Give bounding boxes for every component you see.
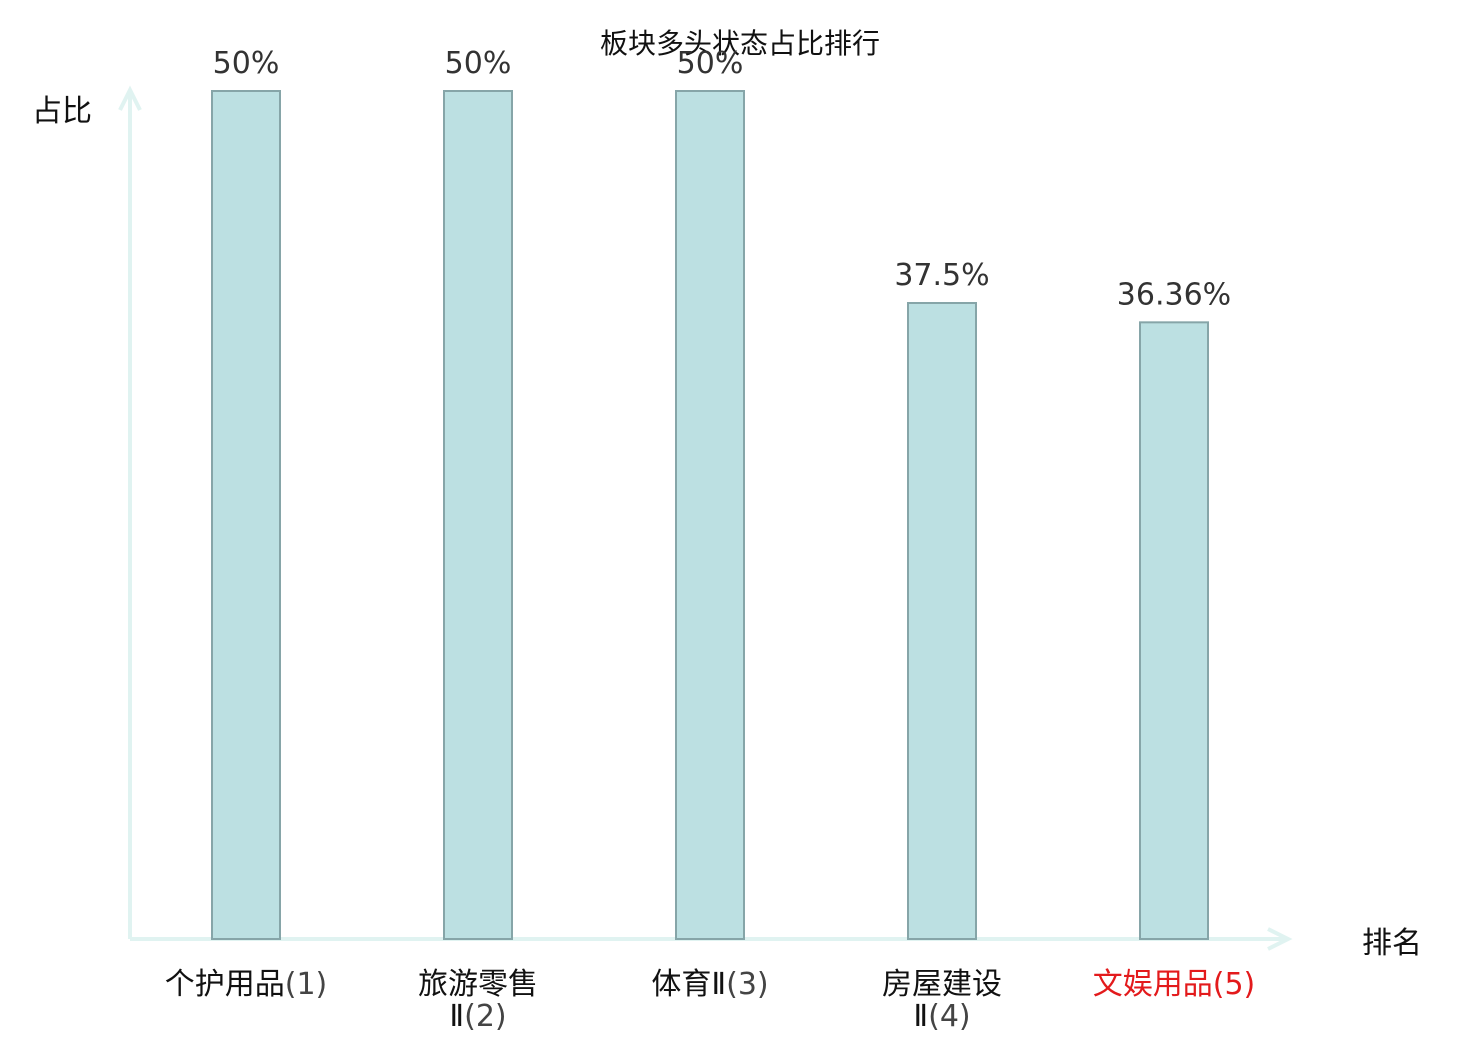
bar-value-label: 50% [213,46,280,81]
bar [211,90,281,940]
x-tick-label: 房屋建设 Ⅱ(4) [882,967,1002,1034]
bar [443,90,513,940]
x-tick-label: 体育Ⅱ(3) [651,967,768,1002]
bar [1139,321,1209,940]
bars-group [211,90,1209,940]
chart-title: 板块多头状态占比排行 [600,27,880,60]
value-labels-group: 50% 50% 50% 37.5% 36.36% [213,46,1232,312]
y-axis-label: 占比 [32,94,92,129]
x-tick-label: 个护用品(1) [165,967,328,1002]
bar-value-label: 50% [677,46,744,81]
bar [907,302,977,940]
bar-value-label: 50% [445,46,512,81]
bar-value-label: 36.36% [1117,277,1231,312]
x-axis-label: 排名 [1362,926,1422,961]
y-axis-arrow [118,85,142,111]
bar-value-label: 37.5% [894,258,989,293]
x-axis-arrow [1267,927,1293,951]
bar [675,90,745,940]
x-tick-label: 旅游零售 Ⅱ(2) [418,967,538,1034]
x-tick-label: 文娱用品(5) [1093,967,1256,1002]
category-labels-group: 个护用品(1) 旅游零售 Ⅱ(2) 体育Ⅱ(3) 房屋建设 Ⅱ(4) 文娱用品(5) [165,967,1256,1034]
